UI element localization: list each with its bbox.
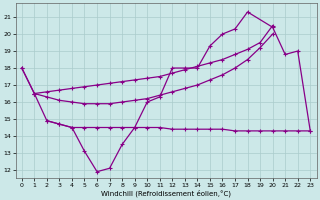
X-axis label: Windchill (Refroidissement éolien,°C): Windchill (Refroidissement éolien,°C)	[101, 189, 231, 197]
